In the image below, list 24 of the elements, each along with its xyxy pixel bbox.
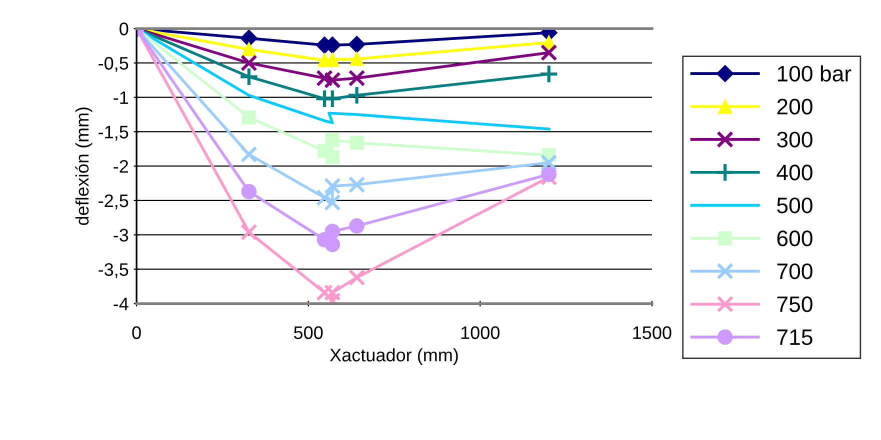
y-tick-label: -3 [114,228,128,242]
legend-label: 200 [777,98,812,115]
x-axis-title: Xactuador (mm) [330,348,458,366]
y-tick-label: -4 [114,298,128,310]
y-tick-label: -1 [114,91,128,104]
x-tick-label: 500 [294,326,323,340]
legend-label: 700 [777,263,812,280]
y-tick-label: -2 [114,160,128,173]
legend-label: 600 [777,230,812,246]
legend-label: 100 bar [778,65,852,82]
y-tick-label: 0 [120,22,128,36]
legend-label: 300 [777,132,812,148]
x-tick-label: 1500 [633,326,672,340]
x-tick-label: 0 [132,326,141,340]
y-tick-label: -2,5 [98,194,128,210]
x-tick-label: 1000 [461,326,500,340]
y-tick-label: -0,5 [98,56,128,72]
y-axis-title: deflexión (mm) [75,108,92,226]
legend-label: 750 [777,296,812,312]
y-tick-label: -3,5 [98,263,128,278]
legend-label: 500 [777,198,812,214]
legend-label: 715 [777,330,812,346]
y-tick-label: -1,5 [98,126,128,141]
legend-label: 400 [776,164,812,180]
